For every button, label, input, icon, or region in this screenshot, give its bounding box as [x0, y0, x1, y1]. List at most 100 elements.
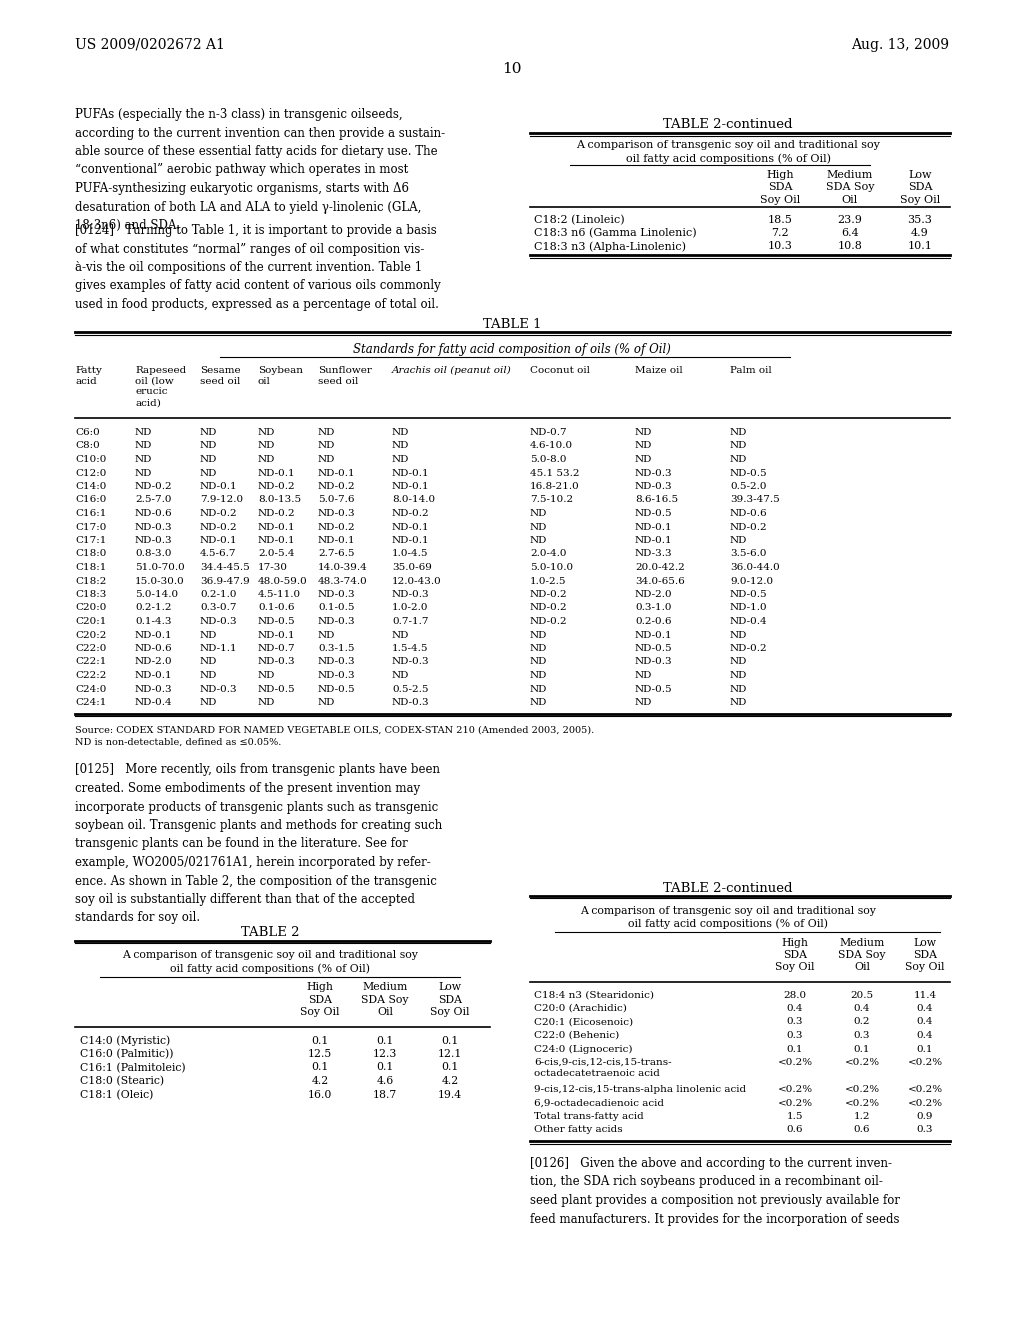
- Text: 0.7-1.7: 0.7-1.7: [392, 616, 428, 626]
- Text: C20:2: C20:2: [75, 631, 106, 639]
- Text: C18:3 n6 (Gamma Linolenic): C18:3 n6 (Gamma Linolenic): [534, 228, 696, 239]
- Text: ND: ND: [200, 657, 217, 667]
- Text: ND-0.5: ND-0.5: [730, 590, 768, 599]
- Text: ND-0.3: ND-0.3: [392, 590, 430, 599]
- Text: ND: ND: [730, 671, 748, 680]
- Text: ND-0.3: ND-0.3: [135, 685, 173, 693]
- Text: 1.0-2.0: 1.0-2.0: [392, 603, 428, 612]
- Text: Medium
SDA Soy
Oil: Medium SDA Soy Oil: [839, 937, 886, 973]
- Text: 2.0-4.0: 2.0-4.0: [530, 549, 566, 558]
- Text: 0.2-1.0: 0.2-1.0: [200, 590, 237, 599]
- Text: 4.6-10.0: 4.6-10.0: [530, 441, 573, 450]
- Text: ND: ND: [200, 441, 217, 450]
- Text: ND: ND: [318, 698, 336, 708]
- Text: ND: ND: [258, 455, 275, 465]
- Text: ND-0.1: ND-0.1: [135, 631, 173, 639]
- Text: ND-0.1: ND-0.1: [258, 536, 296, 545]
- Text: ND-0.3: ND-0.3: [258, 657, 296, 667]
- Text: 18.5: 18.5: [768, 215, 793, 224]
- Text: [0125]   More recently, oils from transgenic plants have been
created. Some embo: [0125] More recently, oils from transgen…: [75, 763, 442, 924]
- Text: ND-0.2: ND-0.2: [318, 482, 355, 491]
- Text: ND-3.3: ND-3.3: [635, 549, 673, 558]
- Text: ND: ND: [200, 698, 217, 708]
- Text: ND: ND: [635, 441, 652, 450]
- Text: 7.2: 7.2: [771, 228, 788, 238]
- Text: Palm oil: Palm oil: [730, 366, 772, 375]
- Text: ND-0.1: ND-0.1: [392, 482, 430, 491]
- Text: ND-0.2: ND-0.2: [530, 616, 567, 626]
- Text: <0.2%: <0.2%: [845, 1098, 880, 1107]
- Text: Maize oil: Maize oil: [635, 366, 683, 375]
- Text: ND: ND: [318, 631, 336, 639]
- Text: <0.2%: <0.2%: [777, 1059, 813, 1067]
- Text: TABLE 1: TABLE 1: [482, 318, 542, 331]
- Text: C18:3 n3 (Alpha-Linolenic): C18:3 n3 (Alpha-Linolenic): [534, 242, 686, 252]
- Text: 2.0-5.4: 2.0-5.4: [258, 549, 295, 558]
- Text: C22:0: C22:0: [75, 644, 106, 653]
- Text: 0.5-2.0: 0.5-2.0: [730, 482, 767, 491]
- Text: ND-0.5: ND-0.5: [318, 685, 355, 693]
- Text: ND-0.7: ND-0.7: [258, 644, 296, 653]
- Text: ND: ND: [258, 698, 275, 708]
- Text: C16:0 (Palmitic)): C16:0 (Palmitic)): [80, 1049, 173, 1060]
- Text: C18:2: C18:2: [75, 577, 106, 586]
- Text: C16:0: C16:0: [75, 495, 106, 504]
- Text: 0.2: 0.2: [854, 1018, 870, 1027]
- Text: 17-30: 17-30: [258, 564, 288, 572]
- Text: <0.2%: <0.2%: [845, 1085, 880, 1094]
- Text: 1.0-4.5: 1.0-4.5: [392, 549, 428, 558]
- Text: ND: ND: [730, 631, 748, 639]
- Text: 0.4: 0.4: [916, 1031, 933, 1040]
- Text: 0.1: 0.1: [441, 1035, 459, 1045]
- Text: ND: ND: [530, 510, 548, 517]
- Text: 0.4: 0.4: [786, 1005, 803, 1012]
- Text: 1.5: 1.5: [786, 1111, 803, 1121]
- Text: C20:1 (Eicosenoic): C20:1 (Eicosenoic): [534, 1018, 633, 1027]
- Text: C18:4 n3 (Stearidonic): C18:4 n3 (Stearidonic): [534, 990, 654, 999]
- Text: ND: ND: [730, 441, 748, 450]
- Text: Total trans-fatty acid: Total trans-fatty acid: [534, 1111, 644, 1121]
- Text: 20.5: 20.5: [851, 990, 873, 999]
- Text: ND-0.5: ND-0.5: [635, 510, 673, 517]
- Text: 4.2: 4.2: [311, 1076, 329, 1086]
- Text: 4.9: 4.9: [911, 228, 929, 238]
- Text: 5.0-10.0: 5.0-10.0: [530, 564, 573, 572]
- Text: 0.3-1.5: 0.3-1.5: [318, 644, 354, 653]
- Text: 0.3: 0.3: [916, 1126, 933, 1134]
- Text: 5.0-8.0: 5.0-8.0: [530, 455, 566, 465]
- Text: ND-0.2: ND-0.2: [200, 523, 238, 532]
- Text: 0.3-1.0: 0.3-1.0: [635, 603, 672, 612]
- Text: C18:1: C18:1: [75, 564, 106, 572]
- Text: 0.1: 0.1: [376, 1063, 393, 1072]
- Text: [0124]   Turning to Table 1, it is important to provide a basis
of what constitu: [0124] Turning to Table 1, it is importa…: [75, 224, 440, 312]
- Text: Low
SDA
Soy Oil: Low SDA Soy Oil: [905, 937, 945, 973]
- Text: ND: ND: [635, 455, 652, 465]
- Text: 0.1: 0.1: [441, 1063, 459, 1072]
- Text: ND-0.3: ND-0.3: [392, 698, 430, 708]
- Text: ND-2.0: ND-2.0: [635, 590, 673, 599]
- Text: ND: ND: [258, 441, 275, 450]
- Text: 9-cis,12-cis,15-trans-alpha linolenic acid: 9-cis,12-cis,15-trans-alpha linolenic ac…: [534, 1085, 746, 1094]
- Text: ND: ND: [135, 469, 153, 478]
- Text: Arachis oil (peanut oil): Arachis oil (peanut oil): [392, 366, 512, 375]
- Text: 12.5: 12.5: [308, 1049, 332, 1059]
- Text: ND: ND: [258, 671, 275, 680]
- Text: 45.1 53.2: 45.1 53.2: [530, 469, 580, 478]
- Text: 0.9: 0.9: [916, 1111, 933, 1121]
- Text: 0.1-0.6: 0.1-0.6: [258, 603, 295, 612]
- Text: ND: ND: [530, 644, 548, 653]
- Text: 15.0-30.0: 15.0-30.0: [135, 577, 184, 586]
- Text: 14.0-39.4: 14.0-39.4: [318, 564, 368, 572]
- Text: ND-2.0: ND-2.0: [135, 657, 173, 667]
- Text: ND: ND: [730, 455, 748, 465]
- Text: 34.4-45.5: 34.4-45.5: [200, 564, 250, 572]
- Text: [0126]   Given the above and according to the current inven-
tion, the SDA rich : [0126] Given the above and according to …: [530, 1158, 900, 1225]
- Text: ND-0.3: ND-0.3: [318, 510, 355, 517]
- Text: C6:0: C6:0: [75, 428, 99, 437]
- Text: ND-0.3: ND-0.3: [635, 657, 673, 667]
- Text: ND-0.3: ND-0.3: [200, 685, 238, 693]
- Text: ND-0.3: ND-0.3: [135, 523, 173, 532]
- Text: ND-0.3: ND-0.3: [200, 616, 238, 626]
- Text: ND-0.5: ND-0.5: [635, 644, 673, 653]
- Text: TABLE 2-continued: TABLE 2-continued: [664, 882, 793, 895]
